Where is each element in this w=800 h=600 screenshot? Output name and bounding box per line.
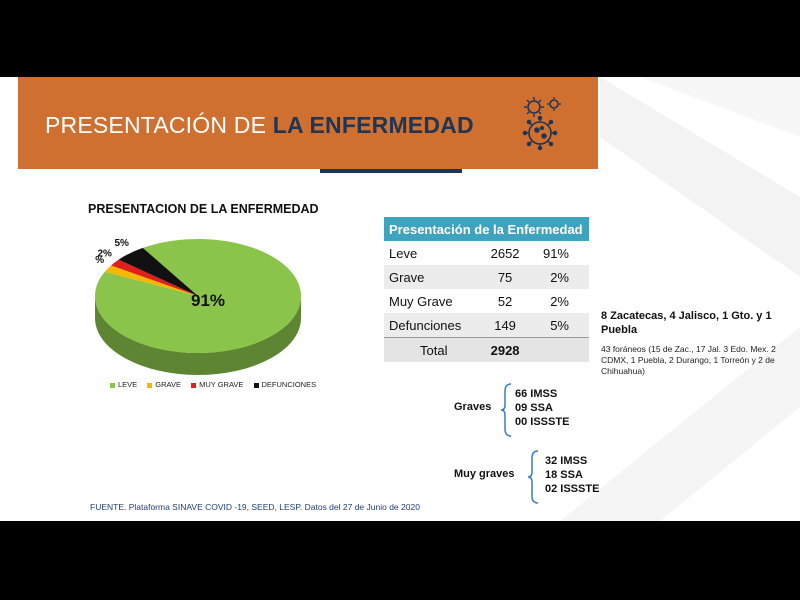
row-count: 52	[497, 293, 513, 309]
legend-swatch	[110, 382, 115, 388]
page-title: PRESENTACIÓN DE LA ENFERMEDAD	[45, 112, 474, 139]
muy-graves-label: Muy graves	[454, 468, 515, 480]
table-row: Muy Grave 52 2%	[384, 289, 589, 313]
summary-table: Presentación de la Enfermedad Leve 2652 …	[384, 217, 589, 362]
source-note: FUENTE. Plataforma SINAVE COVID -19, SEE…	[90, 502, 420, 512]
legend-label: GRAVE	[155, 380, 181, 389]
title-light: PRESENTACIÓN DE	[45, 112, 267, 138]
pie-slice-leve	[95, 239, 301, 353]
legend-swatch	[147, 382, 153, 388]
row-count: 149	[481, 313, 529, 338]
graves-brace	[500, 383, 512, 437]
legend-swatch	[253, 382, 259, 388]
pie-label-grave: 2%	[95, 255, 104, 266]
pie-slice-defunciones	[118, 247, 198, 296]
virus-icon	[522, 97, 561, 151]
table-row: Defunciones 149 5%	[384, 313, 589, 338]
list-item: 18 SSA	[545, 469, 583, 481]
slide: PRESENTACIÓN DE LA ENFERMEDAD	[0, 77, 800, 521]
graves-list: 66 IMSS 09 SSA 00 ISSSTE	[515, 387, 569, 429]
row-percent: 91%	[542, 245, 569, 261]
legend-item-muy-grave: MUY GRAVE	[191, 380, 243, 389]
row-percent: 2%	[550, 293, 569, 309]
muy-graves-list: 32 IMSS 18 SSA 02 ISSSTE	[545, 454, 599, 496]
row-label: Leve	[389, 245, 418, 261]
list-item: 66 IMSS	[515, 388, 558, 400]
table-row: Leve 2652 91%	[384, 241, 589, 265]
pie-slice-muy-grave	[111, 259, 198, 296]
title-bold: LA ENFERMEDAD	[272, 112, 474, 138]
foreign-summary: 8 Zacatecas, 4 Jalisco, 1 Gto. y 1 Puebl…	[601, 310, 772, 336]
header-underline	[320, 169, 462, 173]
list-item: 02 ISSSTE	[545, 483, 600, 495]
foreign-detail: 43 foráneos (15 de Zac., 17 Jal. 3 Edo. …	[601, 344, 776, 376]
legend-item-grave: GRAVE	[147, 380, 181, 389]
muy-graves-brace	[527, 450, 539, 504]
chart-title: PRESENTACION DE LA ENFERMEDAD	[88, 202, 319, 216]
pie-side-leve	[95, 296, 301, 375]
pie-label-defunciones: 5%	[114, 238, 129, 249]
list-item: 32 IMSS	[545, 455, 588, 467]
table-header: Presentación de la Enfermedad	[384, 217, 589, 241]
pie-chart: 91%2%2%5%	[95, 238, 301, 375]
row-label: Muy Grave	[389, 293, 453, 309]
pie-label-muy-grave: 2%	[97, 248, 112, 259]
row-count: 2652	[490, 245, 520, 261]
legend-label: MUY GRAVE	[199, 380, 244, 389]
row-label: Grave	[384, 265, 482, 289]
legend-item-leve: LEVE	[110, 380, 137, 389]
legend-swatch	[191, 382, 197, 388]
row-percent: 2%	[528, 265, 589, 289]
total-empty	[528, 337, 589, 362]
total-label: Total	[384, 337, 482, 362]
legend-label: DEFUNCIONES	[261, 380, 317, 389]
row-count: 75	[481, 265, 529, 289]
pie-slice-grave	[104, 265, 198, 296]
row-percent: 5%	[528, 313, 589, 338]
list-item: 00 ISSSTE	[515, 416, 570, 428]
row-label: Defunciones	[384, 313, 482, 338]
table-total-row: Total 2928	[384, 337, 589, 362]
pie-label-leve: 91%	[191, 291, 225, 310]
header-band: PRESENTACIÓN DE LA ENFERMEDAD	[18, 77, 598, 169]
legend-item-defunciones: DEFUNCIONES	[253, 380, 317, 389]
graves-label: Graves	[454, 401, 492, 413]
table-row: Grave 75 2%	[384, 265, 589, 289]
chart-legend: LEVE GRAVE MUY GRAVE DEFUNCIONES	[110, 380, 324, 389]
total-count: 2928	[481, 337, 529, 362]
slide-background	[560, 77, 800, 521]
legend-label: LEVE	[118, 380, 138, 389]
list-item: 09 SSA	[515, 402, 553, 414]
